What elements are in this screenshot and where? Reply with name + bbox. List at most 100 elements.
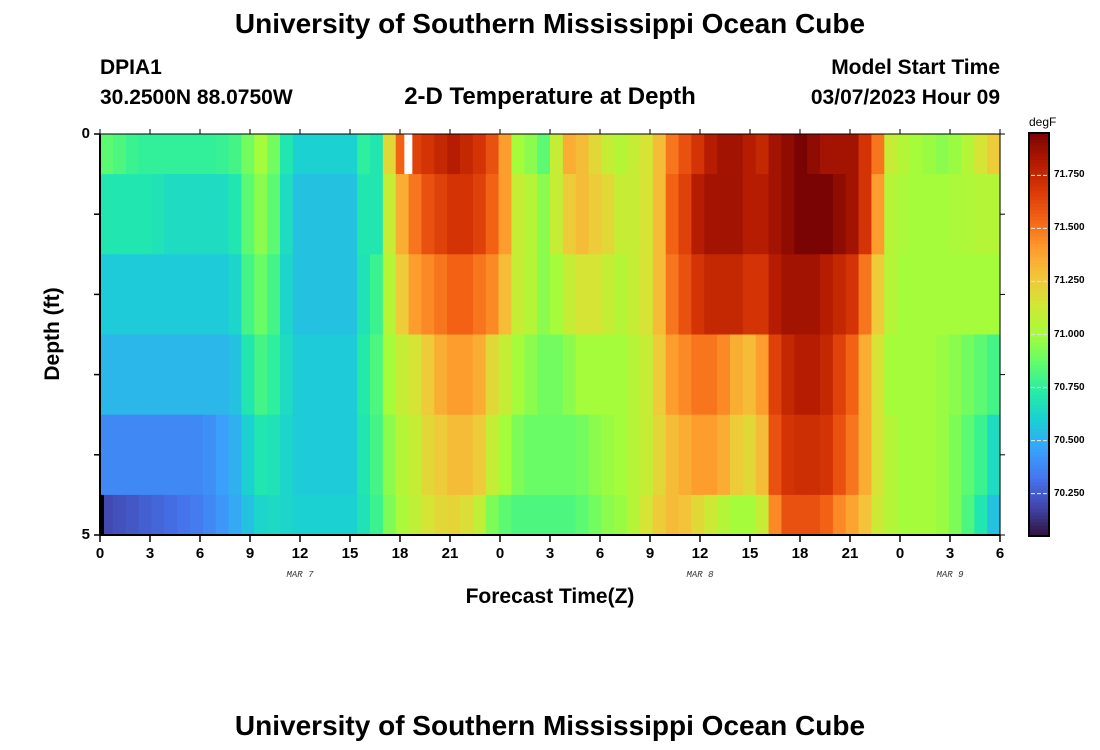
heatmap-cell	[112, 494, 127, 536]
plot-axes	[94, 129, 1005, 542]
heatmap-cell	[768, 254, 783, 335]
heatmap-cell	[280, 494, 294, 536]
colorbar-swatch	[1029, 502, 1049, 507]
heatmap-cell	[228, 134, 243, 175]
heatmap-cell	[138, 254, 153, 335]
heatmap-cell	[241, 334, 255, 416]
heatmap-cell	[575, 414, 590, 496]
heatmap-cell	[961, 414, 975, 496]
heatmap-cell	[434, 334, 448, 416]
heatmap-cell	[910, 494, 924, 536]
heatmap-cell	[267, 134, 281, 175]
heatmap-cell	[588, 174, 603, 255]
heatmap-cell	[640, 174, 654, 255]
heatmap-cell	[280, 414, 294, 496]
heatmap-cell	[498, 254, 513, 335]
heatmap-cell	[125, 334, 140, 416]
heatmap-cell	[241, 414, 255, 496]
heatmap-cell	[832, 174, 847, 255]
heatmap-cell	[922, 174, 937, 255]
colorbar-tick-label: 71.750	[1054, 169, 1085, 181]
colorbar-swatch	[1029, 210, 1049, 215]
colorbar-swatch	[1029, 341, 1049, 346]
heatmap-cell	[537, 414, 551, 496]
heatmap-cell	[781, 494, 795, 536]
colorbar-swatch	[1029, 263, 1049, 268]
heatmap-cell	[215, 254, 230, 335]
x-tick-label: 6	[595, 545, 605, 562]
heatmap-cell	[948, 334, 963, 416]
heatmap-cell	[138, 494, 153, 536]
x-tick-label: 6	[195, 545, 205, 562]
heatmap-cell	[267, 254, 281, 335]
colorbar-swatch	[1029, 270, 1049, 275]
heatmap-cell	[974, 174, 988, 255]
heatmap-cell	[794, 414, 808, 496]
heatmap-cell	[202, 494, 217, 536]
heatmap-cell	[164, 334, 178, 416]
heatmap-cell	[498, 494, 513, 536]
x-tick-label: 0	[95, 545, 105, 562]
colorbar-swatch	[1029, 230, 1049, 235]
heatmap-cell	[357, 134, 371, 175]
heatmap-cell	[742, 494, 757, 536]
heatmap-cell	[408, 494, 423, 536]
heatmap-cell	[370, 334, 384, 416]
heatmap-cell	[164, 254, 178, 335]
heatmap-cell	[640, 494, 654, 536]
heatmap-cell	[280, 254, 294, 335]
heatmap-cell	[562, 334, 577, 416]
heatmap-cell	[357, 494, 371, 536]
heatmap-cell	[910, 334, 924, 416]
heatmap-cell	[254, 254, 268, 335]
heatmap-cell	[447, 174, 461, 255]
colorbar-swatch	[1029, 250, 1049, 255]
heatmap-cell	[820, 494, 834, 536]
heatmap-cell	[100, 174, 114, 255]
heatmap-cell	[550, 134, 564, 175]
heatmap-cell	[395, 334, 410, 416]
date-label: MAR 8	[686, 570, 714, 580]
chart-title: 2-D Temperature at Depth	[404, 83, 696, 110]
colorbar-swatch	[1029, 472, 1049, 477]
heatmap-cell	[395, 254, 410, 335]
heatmap-cell	[652, 414, 667, 496]
heatmap-cell	[228, 174, 243, 255]
heatmap-cell	[704, 134, 718, 175]
heatmap-cell	[382, 254, 397, 335]
heatmap-cell	[691, 494, 705, 536]
heatmap-cell	[370, 494, 384, 536]
heatmap-cell	[434, 134, 448, 175]
colorbar-swatch	[1029, 324, 1049, 329]
heatmap-cell	[961, 134, 975, 175]
heatmap-cell	[897, 174, 911, 255]
heatmap-cell	[292, 334, 307, 416]
heatmap-cell	[742, 254, 757, 335]
heatmap-cell	[640, 414, 654, 496]
heatmap-cell	[858, 334, 873, 416]
heatmap-cell	[935, 414, 950, 496]
heatmap-cell	[434, 174, 448, 255]
heatmap-cell	[498, 134, 513, 175]
heatmap-cell	[215, 494, 230, 536]
heatmap-cell	[871, 414, 885, 496]
heatmap-cell	[485, 414, 500, 496]
heatmap-cell	[742, 174, 757, 255]
heatmap-cell	[781, 254, 795, 335]
colorbar-swatch	[1029, 428, 1049, 433]
heatmap-cell	[318, 414, 333, 496]
heatmap-cell	[730, 414, 744, 496]
heatmap-cell	[228, 414, 243, 496]
heatmap-cell	[922, 134, 937, 175]
heatmap-cell	[344, 414, 358, 496]
heatmap-cell	[845, 174, 860, 255]
colorbar-swatch	[1029, 253, 1049, 258]
heatmap-cell	[562, 494, 577, 536]
heatmap-cell	[434, 254, 448, 335]
heatmap-cell	[974, 414, 988, 496]
heatmap-cell	[267, 174, 281, 255]
colorbar-swatch	[1029, 401, 1049, 406]
colorbar-swatch	[1029, 163, 1049, 168]
heatmap-cell	[280, 334, 294, 416]
heatmap-cell	[652, 254, 667, 335]
